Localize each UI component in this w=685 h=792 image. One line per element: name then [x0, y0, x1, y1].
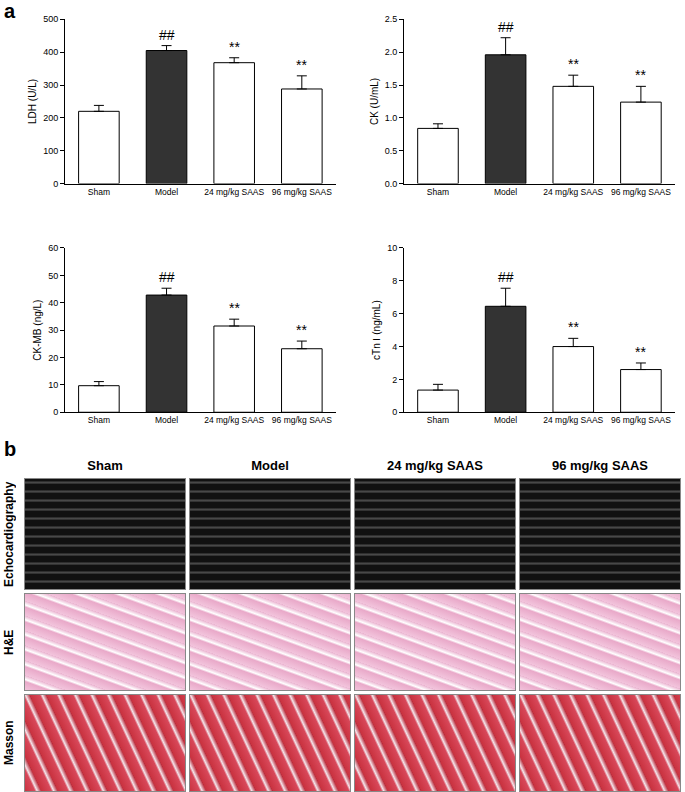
svg-text:50: 50 [48, 271, 58, 281]
svg-text:Model: Model [155, 187, 178, 197]
svg-text:**: ** [568, 56, 579, 72]
svg-text:**: ** [229, 39, 240, 55]
svg-text:60: 60 [48, 243, 58, 253]
svg-text:40: 40 [48, 298, 58, 308]
svg-text:##: ## [498, 19, 514, 35]
svg-text:1.5: 1.5 [385, 80, 398, 90]
svg-text:2.0: 2.0 [385, 47, 398, 57]
svg-text:10: 10 [48, 380, 58, 390]
svg-text:cTn Ⅰ (ng/mL): cTn Ⅰ (ng/mL) [371, 300, 382, 360]
html-text:Masson: Masson [2, 720, 16, 766]
svg-text:Sham: Sham [427, 415, 449, 425]
svg-text:24 mg/kg SAAS: 24 mg/kg SAAS [204, 187, 264, 197]
svg-text:100: 100 [43, 146, 58, 156]
html-text:a: a [4, 0, 16, 22]
svg-text:96 mg/kg SAAS: 96 mg/kg SAAS [611, 415, 671, 425]
svg-text:0: 0 [53, 179, 58, 189]
html-text:Sham: Sham [87, 458, 123, 473]
svg-text:24 mg/kg SAAS: 24 mg/kg SAAS [543, 415, 603, 425]
svg-text:24 mg/kg SAAS: 24 mg/kg SAAS [543, 187, 603, 197]
svg-text:**: ** [229, 300, 240, 316]
svg-text:0: 0 [392, 407, 397, 417]
svg-text:##: ## [159, 269, 175, 285]
svg-text:**: ** [635, 67, 646, 83]
svg-text:CK (U/mL): CK (U/mL) [369, 78, 380, 125]
svg-text:##: ## [498, 269, 514, 285]
svg-text:300: 300 [43, 80, 58, 90]
svg-text:96 mg/kg SAAS: 96 mg/kg SAAS [611, 187, 671, 197]
svg-text:0.5: 0.5 [385, 146, 398, 156]
svg-text:**: ** [568, 319, 579, 335]
svg-text:96 mg/kg SAAS: 96 mg/kg SAAS [272, 187, 332, 197]
svg-text:10: 10 [387, 243, 397, 253]
html-text:96 mg/kg SAAS: 96 mg/kg SAAS [552, 458, 648, 473]
svg-text:2: 2 [392, 375, 397, 385]
svg-text:500: 500 [43, 14, 58, 24]
svg-text:CK-MB (ng/L): CK-MB (ng/L) [32, 300, 43, 361]
svg-text:24 mg/kg SAAS: 24 mg/kg SAAS [204, 415, 264, 425]
svg-text:30: 30 [48, 325, 58, 335]
svg-text:LDH (U/L): LDH (U/L) [27, 79, 38, 124]
svg-text:20: 20 [48, 353, 58, 363]
svg-text:Sham: Sham [88, 187, 110, 197]
svg-text:200: 200 [43, 113, 58, 123]
svg-text:Model: Model [494, 187, 517, 197]
svg-text:**: ** [296, 57, 307, 73]
svg-text:4: 4 [392, 342, 397, 352]
svg-text:2.5: 2.5 [385, 14, 398, 24]
svg-text:Model: Model [494, 415, 517, 425]
svg-text:Sham: Sham [427, 187, 449, 197]
svg-text:0.0: 0.0 [385, 179, 398, 189]
svg-text:96 mg/kg SAAS: 96 mg/kg SAAS [272, 415, 332, 425]
html-text:Echocardiography: Echocardiography [2, 481, 16, 587]
svg-text:**: ** [296, 322, 307, 338]
svg-text:400: 400 [43, 47, 58, 57]
svg-text:Sham: Sham [88, 415, 110, 425]
svg-text:6: 6 [392, 309, 397, 319]
svg-text:8: 8 [392, 276, 397, 286]
html-text:24 mg/kg SAAS: 24 mg/kg SAAS [387, 458, 483, 473]
svg-text:Model: Model [155, 415, 178, 425]
svg-text:0: 0 [53, 407, 58, 417]
svg-text:**: ** [635, 344, 646, 360]
html-text:H&E: H&E [2, 629, 16, 655]
svg-text:1.0: 1.0 [385, 113, 398, 123]
html-text:b: b [4, 438, 17, 460]
svg-text:##: ## [159, 27, 175, 43]
html-text:Model: Model [251, 458, 289, 473]
